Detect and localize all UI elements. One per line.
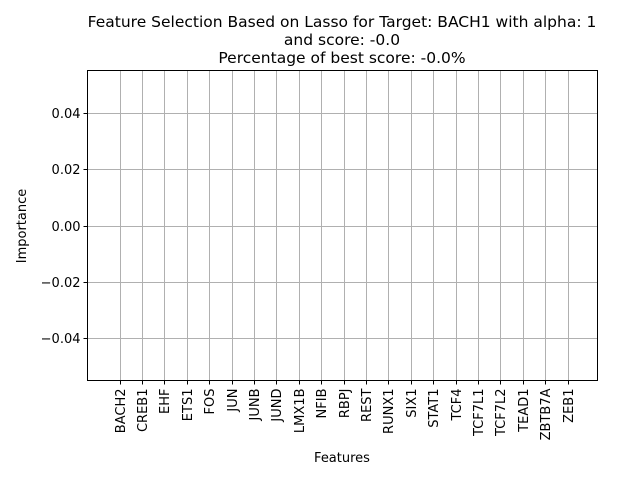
x-tick-label: FOS — [203, 389, 218, 415]
x-tick-label: RUNX1 — [382, 389, 397, 434]
x-tick-label: TEAD1 — [517, 389, 532, 433]
x-tick-label: RBPJ — [338, 389, 353, 419]
y-tick-label: 0.00 — [52, 220, 81, 235]
chart-title-line-1: Feature Selection Based on Lasso for Tar… — [88, 13, 597, 31]
plot-area-frame — [87, 70, 598, 381]
chart-title-line-3: Percentage of best score: -0.0% — [218, 49, 465, 67]
chart-title: Feature Selection Based on Lasso for Tar… — [88, 13, 597, 67]
x-tick-label: LMX1B — [293, 389, 308, 434]
gridlines — [87, 70, 598, 381]
x-axis-label: Features — [314, 451, 370, 466]
x-tick-label: JUND — [270, 389, 285, 423]
x-tick-label: NFIB — [315, 389, 330, 419]
y-tick-label: 0.02 — [52, 163, 81, 178]
x-tick-label: STAT1 — [427, 389, 442, 428]
y-axis: 0.04 0.02 0.00 −0.02 −0.04 — [41, 107, 88, 347]
x-tick-label: CREB1 — [136, 389, 151, 433]
x-tick-label: TCF4 — [450, 389, 465, 422]
x-tick-label: ZBTB7A — [539, 388, 554, 440]
chart-title-line-2: and score: -0.0 — [284, 31, 400, 49]
x-tick-label: ZEB1 — [562, 389, 577, 423]
y-tick-label: 0.04 — [52, 107, 81, 122]
x-tick-label: BACH2 — [114, 389, 129, 434]
x-tick-label: SIX1 — [405, 389, 420, 418]
x-tick-label: TCF7L2 — [494, 389, 509, 438]
y-tick-label: −0.02 — [41, 276, 81, 291]
x-tick-label: JUNB — [248, 389, 263, 422]
x-tick-label: TCF7L1 — [472, 389, 487, 438]
x-axis: BACH2 CREB1 EHF ETS1 FOS JUN JUNB JUND LMX1B NFIB… — [114, 380, 577, 440]
x-tick-label: REST — [360, 388, 375, 421]
y-tick-label: −0.04 — [41, 332, 81, 347]
y-axis-label: Importance — [15, 189, 30, 264]
x-tick-label: JUN — [226, 389, 241, 413]
x-tick-label: EHF — [158, 389, 173, 414]
x-tick-label: ETS1 — [181, 389, 196, 422]
